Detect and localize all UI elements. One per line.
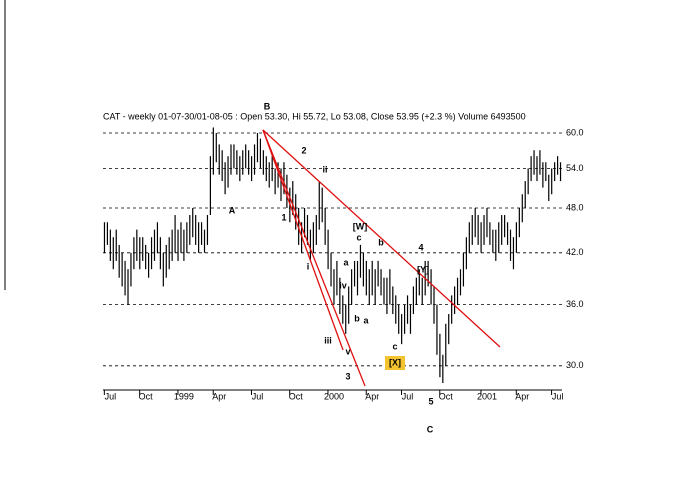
wave-label: iv <box>339 280 347 290</box>
x-tick-label: Apr <box>515 391 529 401</box>
wave-label: 1 <box>281 212 286 222</box>
x-tick-label: Apr <box>212 391 226 401</box>
x-tick-label: Oct <box>139 391 154 401</box>
wave-label: [W] <box>353 221 368 231</box>
chart-title: CAT - weekly 01-07-30/01-08-05 : Open 53… <box>103 111 526 121</box>
wave-label: A <box>229 205 236 215</box>
x-tick-label: 2001 <box>477 391 497 401</box>
x-tick-label: Apr <box>365 391 379 401</box>
wave-label: 4 <box>418 242 423 252</box>
wave-label: [Y] <box>417 264 429 274</box>
wave-label: B <box>264 101 271 111</box>
label-background <box>385 356 405 370</box>
y-tick-label: 48.0 <box>566 202 584 212</box>
wave-label: b <box>378 237 384 247</box>
wave-label: 3 <box>345 371 350 381</box>
trend-line <box>262 129 344 351</box>
wave-label: i <box>307 261 310 271</box>
y-tick-label: 30.0 <box>566 360 584 370</box>
x-tick-label: Jul <box>252 391 264 401</box>
wave-label: v <box>345 346 350 356</box>
wave-label: c <box>356 232 361 242</box>
y-tick-label: 36.0 <box>566 299 584 309</box>
wave-label: c <box>392 341 397 351</box>
wave-label: 5 <box>428 396 433 406</box>
wave-label: a <box>343 257 349 267</box>
x-tick-label: Oct <box>439 391 454 401</box>
x-tick-label: Jul <box>552 391 564 401</box>
trend-line <box>262 129 501 348</box>
x-tick-label: Oct <box>289 391 304 401</box>
wave-label: C <box>427 424 434 434</box>
plot: 30.0 36.0 42.0 48.0 54.0 60.0 Jul Oct 1999 Apr Jul… <box>103 127 584 401</box>
wave-label: a <box>363 315 369 325</box>
y-tick-label: 60.0 <box>566 127 584 137</box>
x-tick-label: Jul <box>105 391 117 401</box>
wave-label: b <box>354 313 360 323</box>
x-tick-label: 2000 <box>324 391 344 401</box>
wave-label: ii <box>322 164 327 174</box>
wave-label: iii <box>324 335 332 345</box>
wave-label: 2 <box>301 145 306 155</box>
y-tick-label: 42.0 <box>566 247 584 257</box>
y-tick-label: 54.0 <box>566 163 584 173</box>
x-tick-label: Jul <box>402 391 414 401</box>
trend-line <box>262 129 366 387</box>
x-tick-label: 1999 <box>174 391 194 401</box>
wave-label: [X] <box>389 357 401 367</box>
